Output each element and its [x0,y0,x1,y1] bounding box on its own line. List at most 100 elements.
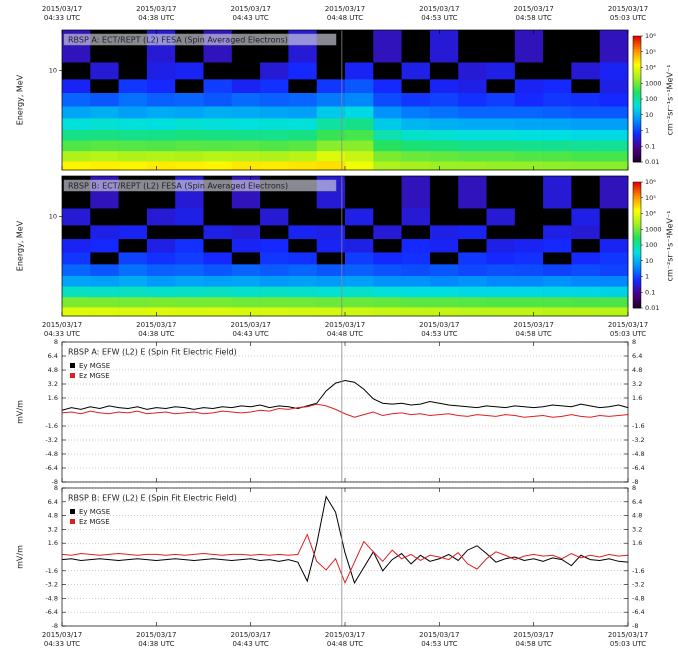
spectrogram-cell [90,286,119,298]
colorbar-segment [633,71,641,75]
spectrogram-cell [458,106,487,119]
colorbar-segment [633,253,641,256]
no-data-cell [316,252,346,265]
spectrogram-cell [345,106,374,119]
colorbar-segment [633,228,641,231]
y-tick-label: -8 [52,478,58,486]
colorbar-segment [633,205,641,208]
colorbar-label: cm⁻²sr⁻¹s⁻¹MeV⁻¹ [666,65,675,136]
spectrogram-cell [118,118,148,130]
spectrogram-cell [90,140,119,152]
y-axis-label: mV/m [16,400,25,424]
colorbar-segment [633,57,641,60]
colorbar-segment [633,274,641,277]
spectrogram-cell [458,176,487,209]
spectrogram-cell [345,92,374,107]
spectrogram-cell [429,307,459,317]
spectrogram-cell [231,264,261,276]
spectrogram-cell [486,150,516,162]
colorbar-segment [633,109,641,112]
colorbar-segment [633,211,641,214]
x-tick-label-time: 04:33 UTC [44,14,80,22]
spectrogram-cell [401,92,431,107]
spectrogram-cell [401,62,431,80]
spectrogram-cell [316,106,346,119]
spectrogram-cell [429,129,459,141]
spectrogram-cell [90,225,119,240]
y-tick-label: 6.4 [48,352,58,360]
spectrogram-cell [118,140,148,152]
spectrogram-cell [118,161,148,171]
no-data-cell [345,225,374,240]
x-tick-label-date: 2015/03/17 [136,5,176,13]
no-data-cell [514,62,544,80]
spectrogram-cell [203,150,233,162]
spectrogram-cell [514,238,544,253]
no-data-cell [429,252,459,265]
spectrogram-cell [260,275,289,287]
x-tick-label-time: 05:03 UTC [610,330,646,338]
colorbar-segment [633,63,641,66]
spectrogram-cell [146,79,176,94]
spectrogram-cell [543,129,572,141]
spectrogram-cell [486,62,516,80]
spectrogram-cell [345,286,374,298]
no-data-cell [90,79,119,94]
colorbar-segment [633,226,641,229]
x-tick-label-date: 2015/03/17 [608,631,648,639]
spectrogram-cell [146,264,176,276]
no-data-cell [288,208,317,226]
spectrogram-cell [316,296,346,308]
spectrogram-cell [486,129,516,141]
colorbar-segment [633,295,641,298]
no-data-cell [118,208,148,226]
spectrogram-cell [458,140,487,152]
no-data-cell [316,62,346,80]
spectrogram-cell [599,264,629,276]
spectrogram-cell [543,296,572,308]
spectrogram-cell [62,286,91,298]
spectrogram-cell [599,129,629,141]
spectrogram-cell [401,106,431,119]
colorbar-segment [633,82,641,85]
colorbar-tick-label: 10⁶ [645,32,656,40]
spectrogram-cell [373,264,402,276]
colorbar-segment [633,155,641,159]
legend-label: Ey MGSE [79,362,110,370]
spectrogram-cell [486,118,516,130]
x-tick-label-time: 04:33 UTC [44,330,80,338]
spectrogram-cell [458,225,487,240]
spectrogram-cell [373,118,402,130]
colorbar-segment [633,130,641,133]
spectrogram-cell [231,150,261,162]
spectrogram-cell [543,275,572,287]
spectrogram-cell [118,307,148,317]
spectrogram-cell [486,238,516,253]
colorbar-segment [633,113,641,117]
x-tick-label-time: 04:38 UTC [138,14,174,22]
spectrogram-cell [514,106,544,119]
spectrogram-cell [146,286,176,298]
spectrogram-cell [203,296,233,308]
spectrogram-cell [373,140,402,152]
spectrogram-cell [203,275,233,287]
spectrogram-cell [175,296,204,308]
spectrogram-cell [260,92,289,107]
spectrogram-cell [429,118,459,130]
colorbar-segment [633,128,641,131]
no-data-cell [401,30,431,63]
spectrogram-cell [260,296,289,308]
no-data-cell [599,208,629,226]
spectrogram-cell [231,225,261,240]
colorbar-segment [633,184,641,187]
spectrogram-cell [175,92,204,107]
spectrogram-cell [345,264,374,276]
y-tick-label: 1.6 [48,394,58,402]
y-tick-label-right: 8 [632,484,636,492]
spectrogram-cell [231,106,261,119]
spectrogram-cell [373,79,402,94]
spectrogram-cell [486,252,516,265]
y-tick-label-right: 8 [632,338,636,346]
spectrogram-cell [62,150,91,162]
